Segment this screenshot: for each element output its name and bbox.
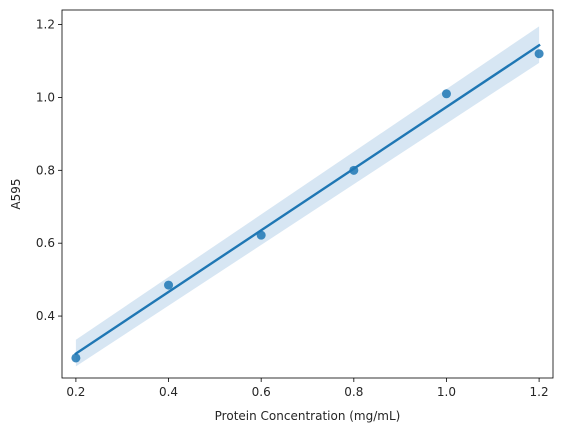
data-point: [534, 49, 544, 59]
x-tick-label: 1.0: [437, 385, 456, 399]
y-axis-ticks: 0.4 0.6 0.8 1.0 1.2: [36, 18, 62, 323]
y-tick-label: 0.8: [36, 163, 55, 177]
confidence-band-layer: [75, 26, 540, 367]
data-point: [349, 165, 359, 175]
data-point: [71, 353, 81, 363]
axes-frame: [61, 9, 554, 379]
y-axis-label: A595: [9, 178, 23, 209]
y-tick-label: 0.6: [36, 236, 55, 250]
y-tick-label: 0.4: [36, 309, 55, 323]
x-tick-label: 1.2: [530, 385, 549, 399]
y-tick-label: 1.0: [36, 90, 55, 104]
x-tick-label: 0.6: [252, 385, 271, 399]
data-point: [164, 280, 174, 290]
x-tick-label: 0.4: [159, 385, 178, 399]
x-axis-label: Protein Concentration (mg/mL): [215, 409, 401, 423]
data-point: [256, 230, 266, 240]
regression-line-layer: [74, 43, 541, 356]
data-points-layer: [71, 49, 544, 363]
x-tick-label: 0.2: [66, 385, 85, 399]
x-tick-label: 0.8: [344, 385, 363, 399]
y-tick-label: 1.2: [36, 18, 55, 32]
x-axis-ticks: 0.2 0.4 0.6 0.8 1.0 1.2: [66, 378, 549, 399]
data-point: [441, 89, 451, 99]
confidence-band: [75, 26, 540, 367]
regression-line: [74, 43, 541, 356]
